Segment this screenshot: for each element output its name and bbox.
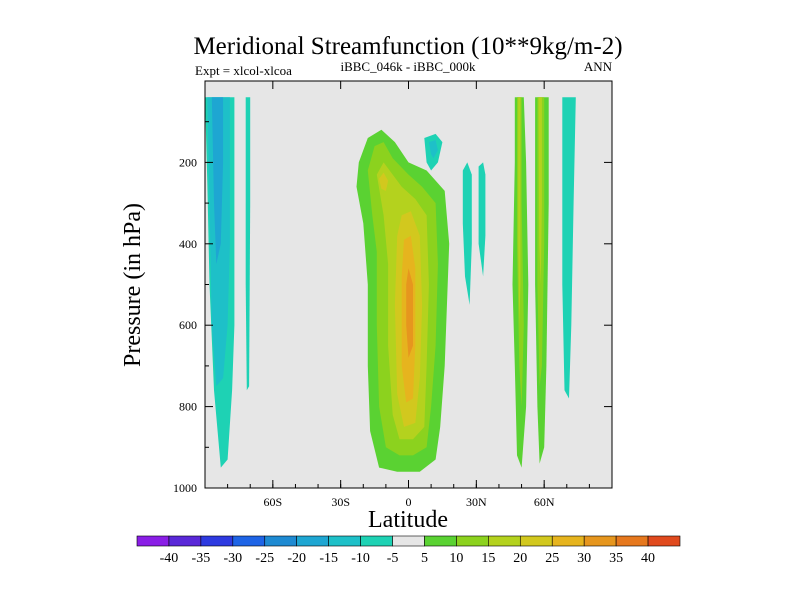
y-axis-ticks: 200 400 600 800 1000 <box>173 121 612 495</box>
colorbar-swatch <box>647 535 681 547</box>
colorbar-label: 25 <box>545 551 559 566</box>
contour-nh-positive-core <box>518 97 521 326</box>
colorbar-swatch <box>424 535 457 547</box>
colorbar-swatch <box>328 535 361 547</box>
colorbar-swatch <box>392 535 425 547</box>
contour-nh-negative-high-lat <box>562 97 576 399</box>
x-tick-label: 30S <box>331 495 350 509</box>
colorbar-swatch <box>296 535 329 547</box>
colorbar-label: 35 <box>609 551 623 566</box>
x-tick-label: 60N <box>534 495 555 509</box>
y-tick-label: 800 <box>179 400 197 414</box>
colorbar-swatch <box>583 535 617 547</box>
colorbar-swatch <box>168 535 202 547</box>
contour-regions <box>205 97 576 472</box>
colorbar-label: -5 <box>387 551 399 566</box>
y-tick-label: 1000 <box>173 481 197 495</box>
colorbar-swatch <box>200 535 234 547</box>
x-tick-label: 60S <box>263 495 282 509</box>
y-tick-label: 600 <box>179 318 197 332</box>
colorbar-label: -20 <box>287 551 306 566</box>
colorbar-label: 20 <box>513 551 527 566</box>
colorbar-swatch <box>488 535 521 547</box>
subtitle-center: iBBC_046k - iBBC_000k <box>340 59 476 74</box>
colorbar-swatch <box>456 535 489 547</box>
colorbar-label: 40 <box>641 551 655 566</box>
colorbar-swatch <box>615 535 649 547</box>
colorbar-label: -15 <box>319 551 338 566</box>
colorbar-swatch <box>551 535 585 547</box>
contour-eq-positive-20 <box>379 172 389 191</box>
colorbar-swatch <box>264 535 298 547</box>
y-tick-label: 200 <box>179 155 197 169</box>
subtitle-left: Expt = xlcol-xlcoa <box>195 63 292 78</box>
contour-nh-negative-streak-b <box>478 162 486 277</box>
contour-nh-negative-blob-inner <box>428 140 438 159</box>
colorbar-label: 30 <box>577 551 591 566</box>
contour-nh-negative-streak-a <box>462 162 472 305</box>
colorbar-swatch <box>519 535 553 547</box>
contour-eq-positive-30 <box>406 268 413 358</box>
colorbar-label: -35 <box>192 551 211 566</box>
chart-title: Meridional Streamfunction (10**9kg/m-2) <box>193 33 622 60</box>
colorbar-swatch <box>360 535 393 547</box>
colorbar-swatch <box>232 535 266 547</box>
x-tick-label: 0 <box>406 495 412 509</box>
colorbar-label: -40 <box>160 551 179 566</box>
x-tick-label: 30N <box>466 495 487 509</box>
subtitle-right: ANN <box>584 59 613 74</box>
contour-sh-negative-inner <box>211 97 224 265</box>
contour-nh-positive-core-b <box>538 97 542 285</box>
colorbar-swatch <box>136 535 170 547</box>
colorbar-label: 5 <box>421 551 428 566</box>
colorbar-label: 15 <box>481 551 495 566</box>
y-axis-label: Pressure (in hPa) <box>120 203 146 367</box>
x-axis-label: Latitude <box>368 507 448 533</box>
colorbar-label: -25 <box>255 551 274 566</box>
x-axis-ticks: 60S 30S 0 30N 60N <box>227 81 590 509</box>
colorbar-label: 10 <box>449 551 463 566</box>
colorbar-label: -30 <box>223 551 242 566</box>
colorbar-label: -10 <box>351 551 370 566</box>
contour-sh-negative-thin <box>245 97 251 391</box>
colorbar: -40 -35 -30 -25 -20 -15 -10 -5 5 10 15 20 25 30 35 40 <box>136 535 681 566</box>
y-tick-label: 400 <box>179 237 197 251</box>
